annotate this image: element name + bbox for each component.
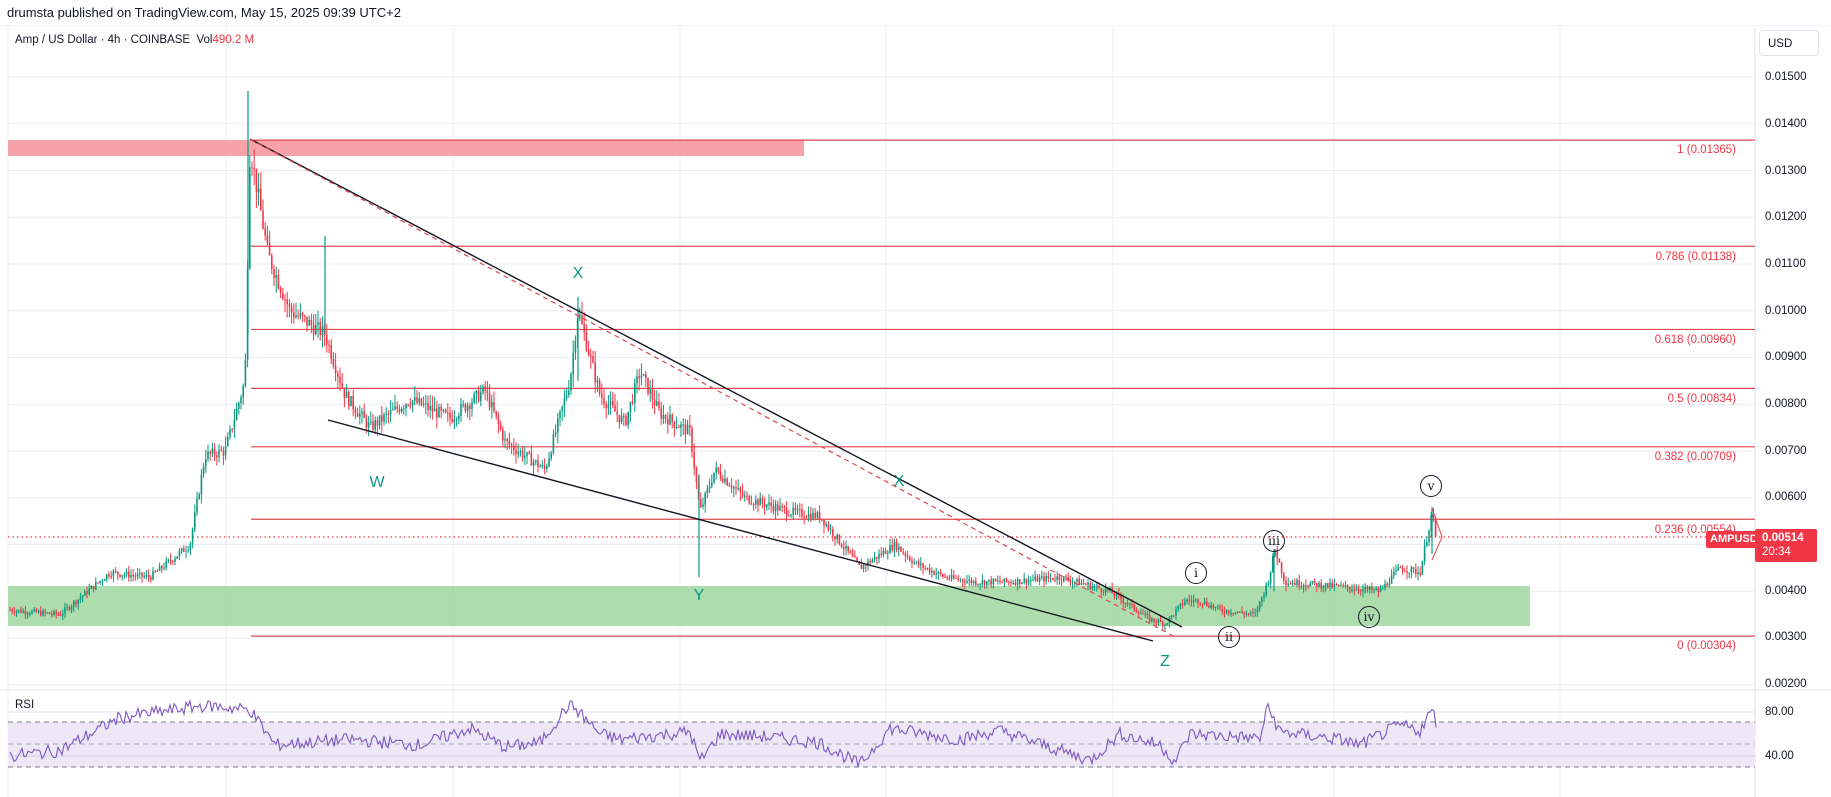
candlesticks xyxy=(9,91,1437,631)
fib-label: 0.5 (0.00834) xyxy=(1667,393,1736,405)
price-tick: 0.01100 xyxy=(1765,258,1806,270)
volume-value: 490.2 M xyxy=(212,34,255,46)
rsi-line xyxy=(9,699,1437,768)
price-tick: 0.00800 xyxy=(1765,398,1807,410)
wave-label-y[interactable]: Y xyxy=(693,587,705,604)
publish-bar: drumsta published on TradingView.com, Ma… xyxy=(0,0,1831,26)
dashed-trendline xyxy=(249,138,1176,638)
price-tick: 0.00400 xyxy=(1765,585,1807,597)
fib-label: 1 (0.01365) xyxy=(1677,144,1736,156)
resistance-zone xyxy=(8,140,804,156)
lower-trendline xyxy=(327,419,1154,642)
price-tick: 0.01400 xyxy=(1765,118,1807,130)
wave-label-iv[interactable]: iv xyxy=(1358,606,1380,628)
price-tick: 0.00900 xyxy=(1765,351,1807,363)
price-tick: 0.01500 xyxy=(1765,71,1807,83)
volume-label: Vol xyxy=(196,34,213,46)
wave-label-ii[interactable]: ii xyxy=(1218,626,1240,648)
projection-marker xyxy=(1431,507,1443,561)
support-zone xyxy=(8,586,1530,626)
last-price-tag: 0.00514 20:34 xyxy=(1755,529,1817,562)
wave-label-iii[interactable]: iii xyxy=(1263,530,1285,552)
price-tick: 0.01200 xyxy=(1765,211,1807,223)
symbol-price-tag: AMPUSD xyxy=(1706,531,1762,548)
upper-trendline xyxy=(249,138,1183,628)
fib-label: 0.618 (0.00960) xyxy=(1654,334,1736,346)
price-tick: 0.00600 xyxy=(1765,491,1807,503)
last-price-value: 0.00514 xyxy=(1762,532,1804,544)
wave-label-v[interactable]: v xyxy=(1420,475,1442,497)
symbol-description: Amp / US Dollar · 4h · COINBASE xyxy=(15,34,191,46)
price-tick: 0.00200 xyxy=(1765,678,1807,690)
publish-text: drumsta published on TradingView.com, Ma… xyxy=(7,5,401,20)
chart-legend[interactable]: Amp / US Dollar · 4h · COINBASE Vol490.2… xyxy=(15,34,254,46)
bar-countdown: 20:34 xyxy=(1762,546,1791,558)
currency-button[interactable]: USD xyxy=(1759,30,1819,56)
fib-retracement-lines xyxy=(250,139,1755,637)
wave-label-i[interactable]: i xyxy=(1185,562,1207,584)
wave-label-w[interactable]: W xyxy=(369,474,385,491)
rsi-title[interactable]: RSI xyxy=(15,699,35,711)
wave-label-x1[interactable]: X xyxy=(572,265,584,282)
fib-label: 0.786 (0.01138) xyxy=(1655,251,1736,263)
fib-label: 0 (0.00304) xyxy=(1677,640,1736,652)
price-tick: 0.01300 xyxy=(1765,165,1807,177)
price-tick: 0.00700 xyxy=(1765,445,1807,457)
price-tick: 0.01000 xyxy=(1765,305,1807,317)
fib-label: 0.382 (0.00709) xyxy=(1654,451,1736,463)
wave-label-z[interactable]: Z xyxy=(1160,653,1170,670)
price-tick: 0.00300 xyxy=(1765,631,1807,643)
wave-label-x2[interactable]: X xyxy=(893,473,905,490)
rsi-tick: 40.00 xyxy=(1765,750,1794,762)
rsi-tick: 80.00 xyxy=(1765,706,1794,718)
